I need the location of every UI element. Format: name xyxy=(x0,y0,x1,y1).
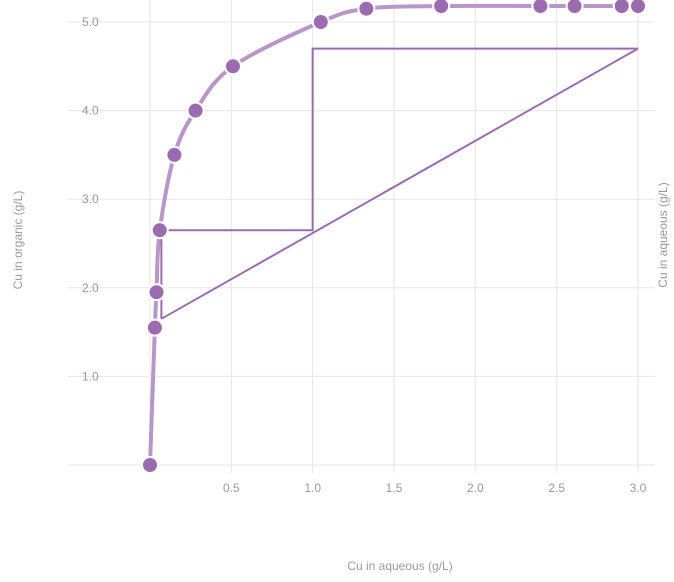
y-tick-label: 5.0 xyxy=(82,15,99,29)
operating-line xyxy=(160,47,639,320)
y-tick-label: 2.0 xyxy=(82,281,99,295)
y-axis-title: Cu in organic (g/L) xyxy=(11,191,25,290)
equilibrium-points xyxy=(141,0,647,474)
x-tick-label: 1.0 xyxy=(304,481,321,495)
data-point xyxy=(165,145,184,164)
y-axis-ticks: 1.0 2.0 3.0 4.0 5.0 xyxy=(82,15,99,383)
x-tick-label: 2.0 xyxy=(467,481,484,495)
data-point xyxy=(147,283,166,302)
data-point xyxy=(565,0,584,15)
data-point xyxy=(145,318,164,337)
x-tick-label: 1.5 xyxy=(386,481,403,495)
data-point xyxy=(150,221,169,240)
data-point xyxy=(531,0,550,15)
x-tick-label: 0.5 xyxy=(223,481,240,495)
x-tick-label: 2.5 xyxy=(548,481,565,495)
data-point xyxy=(612,0,631,15)
data-point xyxy=(311,13,330,31)
data-point xyxy=(357,0,376,18)
data-point xyxy=(629,0,647,15)
data-point xyxy=(186,101,205,120)
y-tick-label: 4.0 xyxy=(82,104,99,118)
y-tick-label: 1.0 xyxy=(82,369,99,383)
stage-steps xyxy=(160,47,638,319)
data-point xyxy=(141,456,159,474)
y-axis-right-title: Cu in aqueous (g/L) xyxy=(656,182,670,287)
data-point xyxy=(223,57,242,76)
x-axis-ticks: 0.5 1.0 1.5 2.0 2.5 3.0 xyxy=(223,481,647,495)
x-axis-title: Cu in aqueous (g/L) xyxy=(347,559,452,573)
data-point xyxy=(432,0,451,15)
x-tick-label: 3.0 xyxy=(630,481,647,495)
y-tick-label: 3.0 xyxy=(82,192,99,206)
